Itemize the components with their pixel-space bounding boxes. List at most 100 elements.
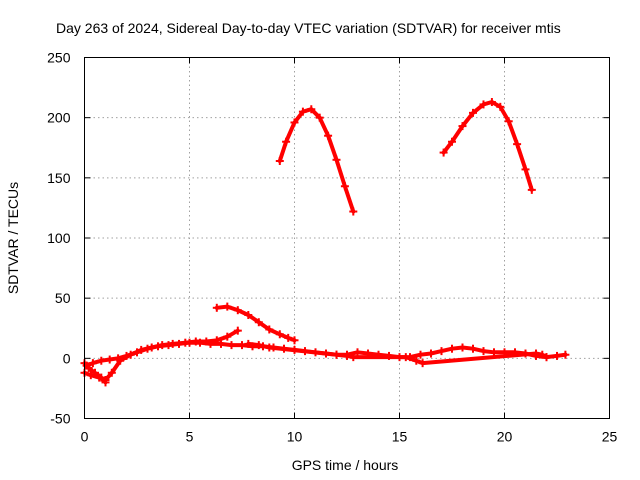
- series-baseline-lower: [80, 326, 242, 384]
- data-point: [126, 350, 135, 359]
- data-point: [147, 343, 156, 352]
- data-point: [469, 108, 477, 117]
- data-point: [353, 348, 362, 357]
- y-tick-label: 100: [47, 230, 71, 246]
- data-point: [427, 349, 435, 358]
- data-point: [340, 182, 349, 191]
- data-point: [223, 302, 232, 311]
- data-point: [158, 341, 167, 350]
- data-point: [244, 311, 253, 320]
- y-tick-label: -50: [50, 411, 70, 427]
- series-trace: [277, 107, 356, 214]
- x-tick-label: 25: [602, 429, 618, 445]
- series-baseline-segments: [244, 339, 551, 368]
- data-point: [217, 339, 225, 348]
- data-point: [504, 117, 513, 126]
- data-point: [238, 341, 246, 350]
- data-point: [412, 356, 421, 365]
- data-point: [298, 107, 307, 116]
- x-tick-label: 20: [497, 429, 513, 445]
- data-point: [282, 137, 291, 146]
- data-point: [86, 371, 95, 380]
- data-point: [97, 373, 106, 382]
- data-point: [343, 351, 351, 360]
- data-point: [212, 336, 221, 345]
- data-point: [349, 207, 358, 216]
- series-arc-high-1: [275, 105, 358, 216]
- data-point: [437, 347, 446, 356]
- data-point: [349, 353, 358, 362]
- data-point: [490, 348, 498, 357]
- grid: [84, 57, 610, 419]
- x-tick-label: 5: [186, 429, 194, 445]
- data-point: [324, 131, 333, 140]
- data-point: [212, 303, 221, 312]
- data-point: [265, 343, 274, 352]
- chart-title: Day 263 of 2024, Sidereal Day-to-day VTE…: [56, 20, 561, 36]
- data-point: [479, 100, 488, 109]
- x-tick-label: 10: [287, 429, 303, 445]
- data-point: [448, 137, 456, 146]
- data-point: [233, 306, 242, 315]
- data-point: [307, 105, 316, 114]
- data-point: [223, 332, 232, 341]
- series-trace: [82, 328, 240, 382]
- y-ticks: -50 0 50 100 150 200 250: [47, 50, 610, 427]
- x-tick-label: 15: [392, 429, 408, 445]
- data-point: [105, 355, 114, 364]
- y-tick-label: 0: [63, 350, 71, 366]
- data-point: [487, 98, 496, 107]
- data-point: [244, 339, 253, 348]
- data-point: [290, 336, 299, 345]
- data-points: [80, 98, 570, 387]
- data-point: [448, 344, 456, 353]
- data-point: [479, 347, 488, 356]
- data-point: [233, 326, 242, 335]
- data-point: [254, 318, 263, 327]
- data-point: [275, 330, 284, 339]
- y-tick-label: 150: [47, 170, 71, 186]
- data-point: [88, 359, 97, 368]
- data-point: [84, 363, 93, 372]
- data-point: [181, 338, 190, 347]
- data-point: [416, 350, 425, 359]
- data-point: [290, 118, 299, 127]
- data-point: [191, 337, 200, 346]
- data-point: [254, 341, 263, 350]
- data-point: [284, 333, 293, 342]
- x-axis-label: GPS time / hours: [292, 457, 399, 473]
- data-point: [439, 148, 448, 157]
- data-point: [332, 350, 341, 359]
- data-point: [107, 368, 116, 377]
- series-arc-mid: [212, 302, 299, 345]
- y-tick-label: 200: [47, 110, 71, 126]
- data-point: [469, 344, 477, 353]
- data-point: [542, 353, 551, 362]
- x-ticks: 0 5 10 15 20 25: [81, 57, 618, 445]
- y-tick-label: 250: [47, 50, 71, 66]
- data-point: [496, 102, 505, 111]
- data-point: [91, 368, 99, 377]
- data-point: [532, 349, 540, 358]
- series-trace: [441, 100, 534, 192]
- data-point: [401, 353, 410, 362]
- data-point: [332, 155, 341, 164]
- y-axis-label: SDTVAR / TECUs: [5, 182, 21, 294]
- data-point: [458, 343, 467, 352]
- series-arc-high-2: [439, 98, 536, 194]
- data-point: [521, 165, 530, 174]
- data-point: [315, 113, 324, 122]
- data-point: [101, 378, 110, 387]
- x-tick-label: 0: [81, 429, 89, 445]
- data-point: [275, 156, 284, 165]
- data-point: [97, 356, 106, 365]
- data-point: [202, 337, 211, 346]
- data-point: [168, 339, 177, 348]
- y-tick-label: 50: [55, 290, 71, 306]
- data-point: [513, 140, 522, 149]
- data-point: [265, 325, 274, 334]
- data-point: [116, 356, 125, 365]
- data-point: [418, 359, 427, 368]
- data-point: [561, 350, 570, 359]
